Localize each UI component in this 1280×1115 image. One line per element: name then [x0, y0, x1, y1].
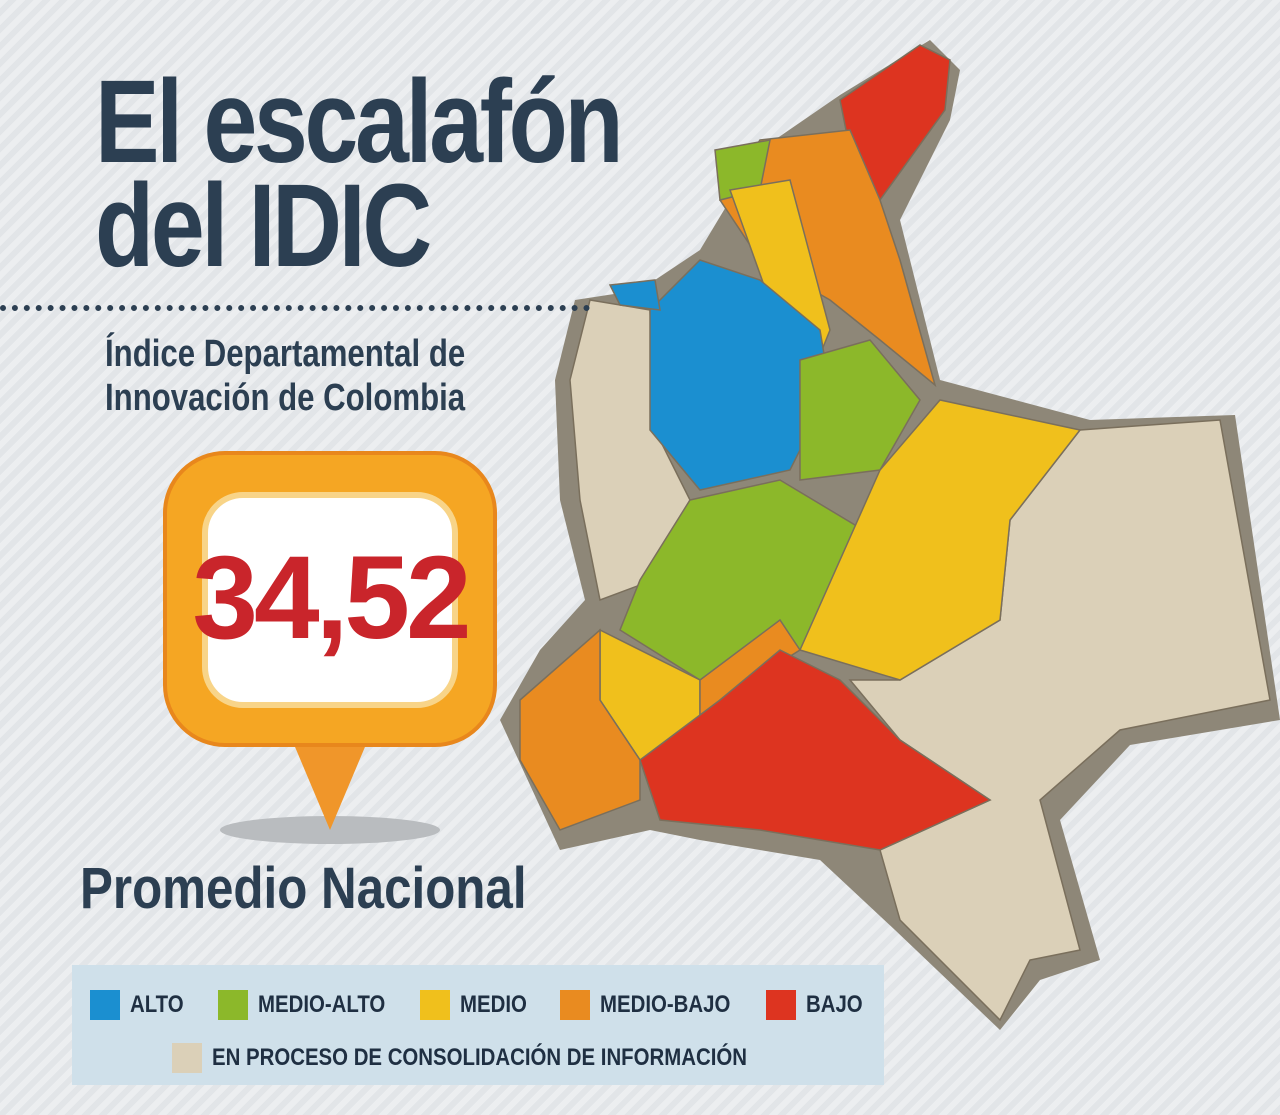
legend-swatch: [172, 1043, 202, 1073]
legend-label: MEDIO: [460, 991, 527, 1018]
department: [848, 419, 1271, 1022]
legend: ALTO MEDIO-ALTO MEDIO MEDIO-BAJO BAJO EN PROC…: [72, 965, 884, 1085]
legend-swatch: [420, 990, 450, 1020]
legend-swatch: [218, 990, 248, 1020]
badge-caption: Promedio Nacional: [80, 856, 527, 921]
legend-label: MEDIO-BAJO: [600, 991, 731, 1018]
badge-value: 34,52: [192, 532, 471, 664]
legend-swatch: [90, 990, 120, 1020]
subtitle-line: Innovación de Colombia: [105, 377, 466, 419]
map: [519, 44, 1271, 1022]
legend-label: ALTO: [130, 991, 184, 1018]
title: El escalafón del IDIC: [95, 56, 624, 292]
legend-label: BAJO: [806, 991, 863, 1018]
badge-inner: [202, 492, 458, 708]
title-line: del IDIC: [95, 160, 432, 292]
legend-label: MEDIO-ALTO: [258, 991, 386, 1018]
legend-swatch: [766, 990, 796, 1020]
legend-swatch: [560, 990, 590, 1020]
department: [519, 628, 641, 831]
badge-pointer: [290, 735, 370, 830]
legend-label: EN PROCESO DE CONSOLIDACIÓN DE INFORMACI…: [212, 1044, 747, 1071]
department: [608, 279, 661, 311]
title-line: El escalafón: [95, 56, 624, 188]
department: [639, 649, 992, 851]
subtitle: Índice Departamental de Innovación de Co…: [105, 332, 465, 420]
badge-shape: [163, 451, 497, 844]
department: [799, 339, 921, 481]
divider: [0, 305, 590, 311]
department: [798, 399, 1082, 681]
subtitle-line: Índice Departamental de: [105, 333, 466, 375]
